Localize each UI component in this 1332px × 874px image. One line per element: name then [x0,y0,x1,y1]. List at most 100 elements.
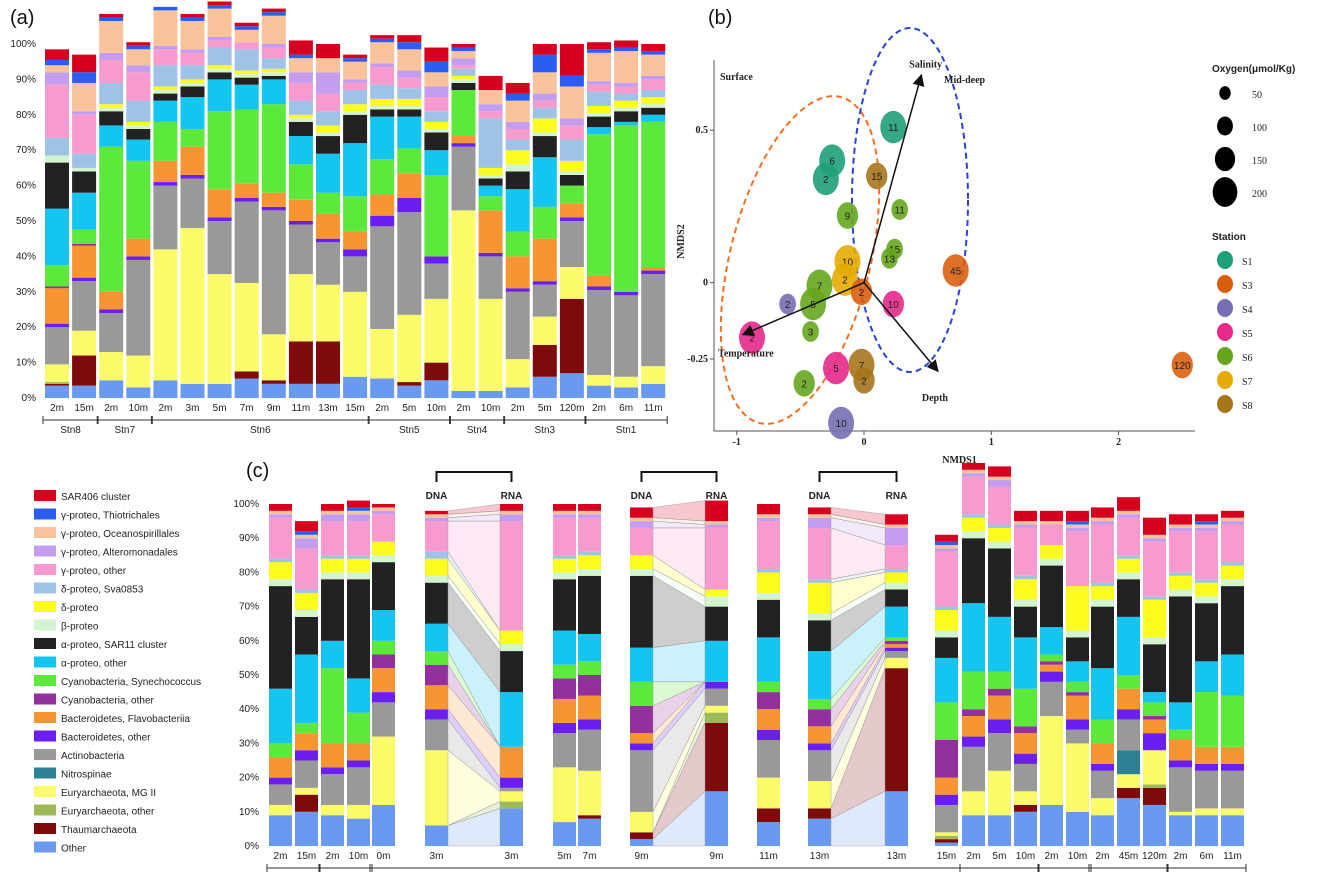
bar-segment [532,100,557,108]
bar-segment [1014,599,1037,607]
bar-segment [153,93,178,101]
env-vector [863,73,925,283]
station-legend-symbol [1217,323,1233,341]
bar-segment [641,90,666,98]
bar-segment [45,286,69,289]
bar-segment [630,575,653,648]
panel-label-b: (b) [708,7,732,29]
bar-segment [808,808,831,819]
bar-segment [578,729,601,771]
bar-segment [614,291,639,296]
bar-segment [478,178,503,186]
bar-segment [372,702,395,737]
bar-segment [153,49,178,66]
bar-segment [641,79,666,91]
bar-segment [1040,664,1063,672]
bar-segment [45,327,69,365]
bar-segment [370,215,395,227]
bar-segment [500,692,523,747]
bar-segment [757,681,780,693]
bar-segment [295,750,318,761]
bar-segment [234,371,259,379]
bar-segment [1221,510,1244,518]
bar-segment [425,521,448,552]
bar-segment [500,504,523,511]
bar-segment [288,199,313,221]
x-tick-label: 10m [349,851,368,862]
legend-label: α-proteo, SAR11 cluster [61,640,168,651]
bar-segment [1195,692,1218,747]
bar-segment [424,86,449,98]
bar-segment [988,770,1011,816]
point-label: 45 [950,266,962,277]
bar-segment [372,610,395,641]
bar-segment [397,314,422,383]
bar-segment [885,647,908,652]
bar-segment [505,139,530,151]
bar-segment [45,288,69,324]
x-tick-label: 5m [993,851,1007,862]
bar-segment [1221,815,1244,846]
bar-segment [1117,750,1140,775]
bar-segment [559,221,584,268]
bar-segment [559,86,584,119]
bar-segment [641,383,666,398]
bar-segment [559,44,584,76]
bar-segment [425,575,448,583]
bar-segment [885,640,908,645]
bar-segment [72,167,97,172]
bar-segment [1091,517,1114,522]
bar-segment [269,777,292,785]
bar-segment [1169,739,1192,761]
bar-segment [757,514,780,518]
bar-segment [532,72,557,94]
x-tick-label: 3m [505,851,519,862]
bar-segment [757,599,780,638]
x-tick-label: 0 [862,437,867,448]
bar-segment [321,555,344,559]
bar-segment [72,330,97,356]
bar-segment [1040,661,1063,665]
x-tick-label: 13m [810,851,829,862]
bar-segment [451,47,476,52]
x-tick-label: 6m [1200,851,1214,862]
bar-segment [553,572,576,580]
bar-segment [962,514,985,518]
bar-segment [269,743,292,758]
bar-segment [343,82,368,91]
bar-segment [1091,798,1114,816]
nmds-point [881,247,898,269]
bar-segment [261,79,286,105]
bar-segment [347,804,370,819]
station-legend-label: S3 [1242,281,1253,292]
station-legend-symbol [1217,347,1233,365]
bar-segment [207,8,232,37]
bar-segment [962,476,985,515]
bar-segment [321,668,344,744]
bar-segment [261,12,286,16]
bar-segment [397,148,422,174]
bar-segment [321,572,344,580]
bar-segment [505,291,530,360]
bar-segment [343,58,368,62]
bar-segment [553,558,576,573]
bar-segment [153,45,178,50]
bar-segment [587,127,611,135]
bar-segment [207,79,232,112]
bar-segment [126,128,151,140]
bar-segment [1195,661,1218,693]
bar-segment [347,678,370,713]
bar-segment [343,54,368,59]
bar-segment [988,616,1011,672]
bar-segment [1117,572,1140,580]
bar-segment [321,521,344,556]
bar-segment [532,281,557,285]
bar-segment [808,613,831,621]
bar-segment [641,267,666,271]
nmds-point [891,199,909,220]
bar-segment [126,125,151,129]
legend-swatch [34,601,56,612]
bar-segment [321,579,344,641]
nmds-point [779,293,796,315]
bar-segment [808,750,831,782]
